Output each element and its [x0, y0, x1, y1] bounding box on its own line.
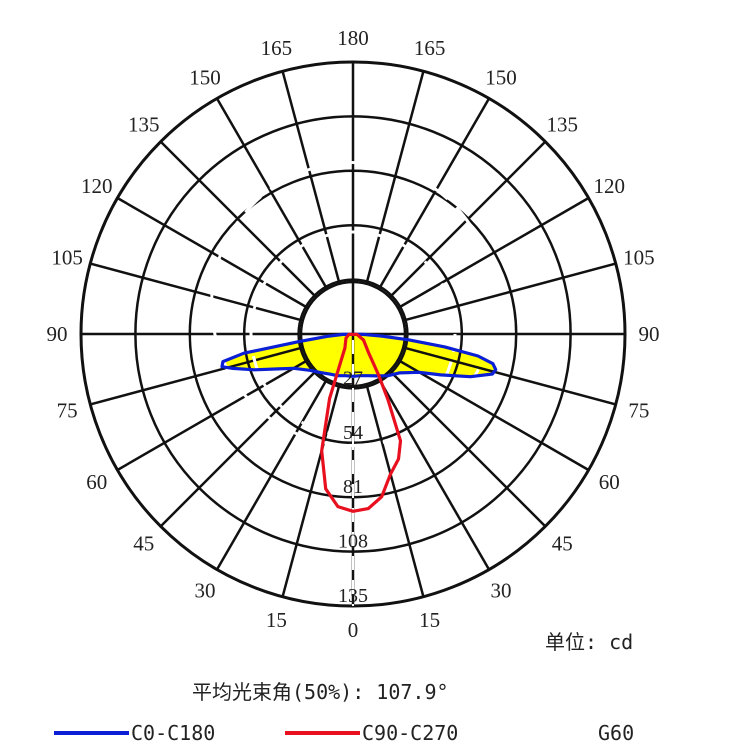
- angle-label-right: 15: [419, 608, 440, 632]
- legend-label: C0-C180: [131, 721, 216, 745]
- grid-spoke: [365, 383, 425, 598]
- angle-label-right: 105: [623, 245, 655, 269]
- angle-labels: 0 15 30 45 60 75 90 105 120 135 150 165 180 15 30 45 60 7…: [47, 26, 660, 642]
- grid-spoke: [215, 378, 329, 571]
- angle-label-left: 165: [261, 36, 293, 60]
- angle-label-left: 75: [57, 399, 78, 423]
- angle-label-right: 90: [639, 322, 660, 346]
- series-curves: [220, 332, 498, 513]
- ring-label: 54: [343, 422, 363, 444]
- legend-item-c90-c270: C90-C270: [285, 718, 458, 748]
- unit-label: 单位: cd: [545, 630, 634, 654]
- legend-line-blue: [54, 731, 129, 735]
- angle-label-left: 15: [266, 608, 287, 632]
- grid-spoke: [397, 196, 590, 310]
- angle-label-right: 75: [628, 399, 649, 423]
- grid-spoke: [402, 346, 617, 406]
- grid-spoke: [377, 97, 491, 290]
- angle-label-right: 45: [552, 531, 573, 555]
- angle-label-right: 60: [599, 470, 620, 494]
- grid-spoke: [89, 346, 304, 406]
- reference-arcs: [210, 161, 496, 606]
- legend-label: C90-C270: [362, 721, 459, 745]
- angle-label-left: 90: [47, 322, 68, 346]
- legend-line-red: [285, 731, 360, 735]
- angle-label-left: 120: [81, 174, 113, 198]
- legend-item-c0-c180: C0-C180: [54, 718, 215, 748]
- grid-spoke: [281, 70, 341, 285]
- angle-label-right: 0: [348, 618, 359, 642]
- grid-spoke: [397, 358, 590, 472]
- grid-spoke: [116, 358, 309, 472]
- ring-label: 108: [338, 531, 368, 553]
- ring-label: 81: [343, 476, 363, 498]
- angle-label-left: 105: [51, 245, 83, 269]
- series-curve-c90-c270: [320, 332, 403, 513]
- angle-label-left: 150: [189, 66, 221, 90]
- angle-label-left: 45: [133, 531, 154, 555]
- angle-label-right: 165: [414, 36, 446, 60]
- angle-label-right: 120: [594, 174, 626, 198]
- angle-label-left: 60: [86, 470, 107, 494]
- grid-spoke: [89, 262, 304, 322]
- series-curve-c0-c180: [220, 332, 498, 379]
- grid-spoke: [388, 369, 547, 528]
- grid-spoke: [402, 262, 617, 322]
- grid-spoke: [116, 196, 309, 310]
- grid-spoke: [365, 70, 425, 285]
- grid-spoke: [281, 383, 341, 598]
- ring-labels: 27 54 81 108 135: [338, 367, 368, 607]
- angle-label-left: 135: [128, 113, 160, 137]
- legend-item-g60: G60: [598, 718, 634, 748]
- angle-label-right: 30: [491, 578, 512, 602]
- angle-label-right: 150: [485, 66, 517, 90]
- grid-spoke: [159, 140, 318, 299]
- grid-spoke: [377, 378, 491, 571]
- polar-grid: [79, 60, 627, 608]
- angle-label-right: 135: [547, 113, 579, 137]
- ring-label: 135: [338, 585, 368, 607]
- legend-label: G60: [598, 721, 635, 745]
- grid-spoke: [215, 97, 329, 290]
- angle-label-right: 180: [337, 26, 369, 50]
- reference-circle: [249, 230, 457, 438]
- angle-label-left: 30: [195, 578, 216, 602]
- beam-angle-label: 平均光束角(50%): 107.9°: [192, 680, 449, 704]
- grid-spoke: [159, 369, 318, 528]
- ring-label: 27: [343, 367, 363, 389]
